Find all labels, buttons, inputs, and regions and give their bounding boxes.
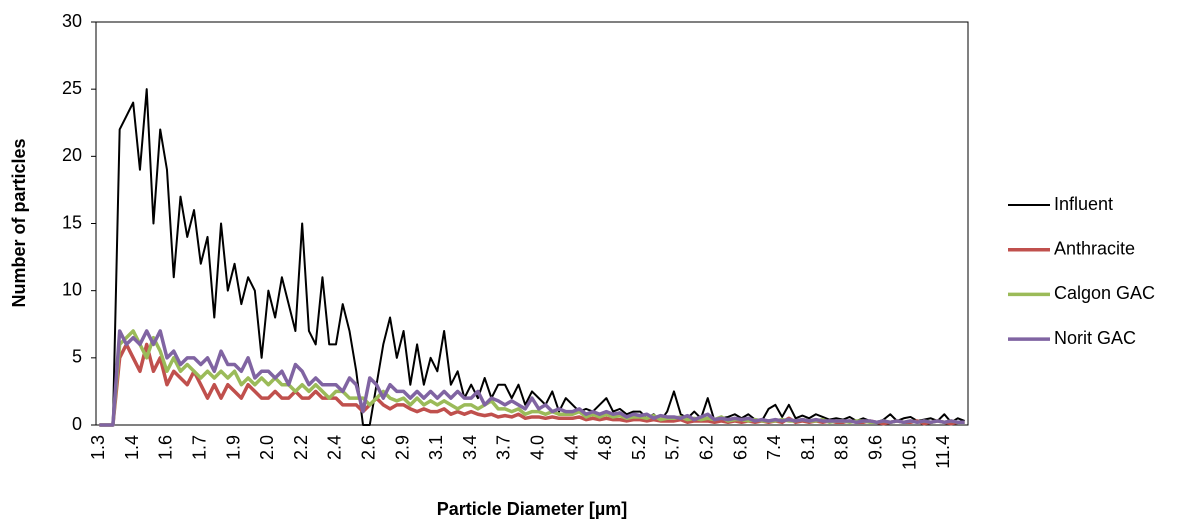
x-tick-label: 8.1 [798, 435, 818, 460]
x-tick-label: 1.4 [122, 435, 142, 460]
x-tick-label: 3.1 [426, 435, 446, 460]
x-tick-label: 10.5 [899, 435, 919, 470]
x-tick-label: 7.4 [764, 435, 784, 460]
x-tick-label: 6.8 [730, 435, 750, 460]
legend-label: Influent [1054, 194, 1113, 214]
x-axis-title: Particle Diameter [µm] [437, 499, 627, 519]
x-tick-label: 8.8 [832, 435, 852, 460]
legend-label: Calgon GAC [1054, 283, 1155, 303]
legend-label: Anthracite [1054, 238, 1135, 258]
y-tick-label: 20 [62, 145, 82, 165]
legend-label: Norit GAC [1054, 328, 1136, 348]
data-line [99, 329, 965, 427]
x-tick-label: 2.4 [325, 435, 345, 460]
y-tick-label: 25 [62, 78, 82, 98]
x-tick-label: 2.2 [291, 435, 311, 460]
x-tick-label: 1.7 [190, 435, 210, 460]
x-tick-label: 2.9 [392, 435, 412, 460]
y-tick-label: 30 [62, 11, 82, 31]
x-tick-label: 1.9 [223, 435, 243, 460]
data-line [99, 88, 965, 426]
x-tick-label: 1.3 [88, 435, 108, 460]
x-tick-label: 1.6 [156, 435, 176, 460]
y-tick-label: 15 [62, 212, 82, 232]
y-tick-label: 0 [72, 414, 82, 434]
x-tick-label: 11.4 [933, 435, 953, 469]
x-tick-label: 6.2 [697, 435, 717, 460]
x-tick-label: 2.0 [257, 435, 277, 460]
data-line [99, 329, 965, 427]
x-tick-label: 2.6 [359, 435, 379, 460]
x-tick-label: 3.4 [460, 435, 480, 460]
x-tick-label: 4.4 [561, 435, 581, 460]
y-axis-title: Number of particles [9, 138, 29, 307]
x-tick-label: 5.7 [663, 435, 683, 460]
x-tick-label: 3.7 [494, 435, 514, 460]
y-tick-label: 10 [62, 279, 82, 299]
x-tick-label: 4.0 [528, 435, 548, 460]
x-tick-label: 9.6 [865, 435, 885, 460]
x-tick-label: 5.2 [629, 435, 649, 460]
x-tick-label: 4.8 [595, 435, 615, 460]
y-tick-label: 5 [72, 347, 82, 367]
